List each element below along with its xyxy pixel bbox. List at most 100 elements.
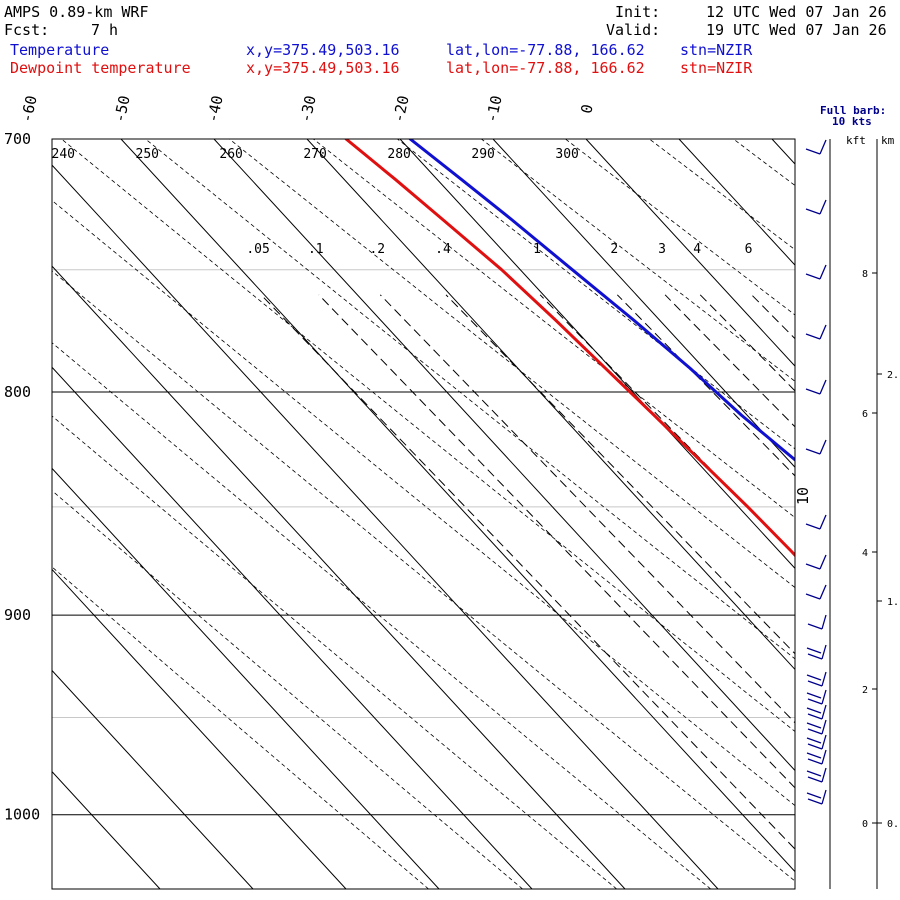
isotherm-line: [678, 139, 795, 266]
wind-panel-km-label: km: [881, 134, 895, 147]
mixing-ratio-line: [751, 294, 795, 340]
wind-panel-kft-label: kft: [846, 134, 866, 147]
valid-label: Valid:: [606, 21, 661, 39]
temperature-tick-label: 0: [577, 103, 596, 116]
mixing-ratio-line: [445, 294, 795, 655]
km-tick-label: 1.: [887, 597, 899, 608]
wind-barb: [805, 439, 827, 455]
mixing-ratio-label: 2: [610, 242, 618, 257]
isotherm-line: [52, 568, 347, 889]
wind-panel-title-line2: 10 kts: [832, 115, 872, 128]
temperature-tick-label: -50: [110, 94, 133, 124]
temperature-tick-label: -40: [203, 94, 226, 124]
temperature-tick-label: -10: [482, 94, 505, 124]
dry-adiabat-line: [52, 342, 711, 889]
legend-temperature-xy: x,y=375.49,503.16: [246, 41, 400, 59]
mixing-ratio-line: [539, 294, 795, 557]
legend-temperature-name: Temperature: [10, 41, 110, 59]
kft-tick-label: 2: [862, 685, 868, 696]
temperature-tick-label: -20: [389, 94, 412, 124]
dry-adiabat-line: [229, 139, 795, 589]
model-title: AMPS 0.89-km WRF: [4, 3, 149, 21]
legend-dewpoint-xy: x,y=375.49,503.16: [246, 59, 400, 77]
legend-temperature-stn: stn=NZIR: [680, 41, 753, 59]
wind-barb: [805, 554, 827, 570]
kft-tick-label: 8: [862, 269, 868, 280]
init-label: Init:: [615, 3, 661, 21]
kft-tick-label: 0: [862, 819, 868, 830]
dry-adiabat-line: [52, 270, 795, 882]
wind-barb: [807, 614, 827, 630]
mixing-ratio-label: 3: [658, 242, 666, 257]
wind-barb: [805, 139, 827, 155]
wind-barb: [805, 584, 827, 600]
dry-adiabat-line: [397, 139, 795, 450]
wind-barb: [806, 644, 827, 660]
pressure-tick-label: 800: [4, 383, 31, 401]
isotherm-line: [585, 139, 795, 367]
dry-adiabat-line: [61, 139, 795, 733]
plot-frame: [51, 138, 796, 890]
isotherm-line: [120, 139, 795, 873]
mixing-ratio-label: .05: [246, 242, 269, 257]
mixing-ratio-label: .2: [369, 242, 385, 257]
dry-adiabat-line: [733, 139, 795, 186]
dry-adiabat-label: 300: [555, 147, 578, 162]
dry-adiabat-label: 270: [303, 147, 326, 162]
wind-barb: [806, 734, 827, 750]
init-value: 12 UTC Wed 07 Jan 26: [706, 3, 887, 21]
wind-panel-title-line1: Full barb:: [820, 104, 886, 117]
dry-adiabat-line: [52, 415, 617, 889]
mixing-ratio-line: [379, 294, 795, 724]
dry-adiabat-line: [52, 566, 429, 889]
dry-adiabat-line: [52, 490, 523, 889]
wind-barb: [805, 199, 827, 215]
series-line-dewpoint: [344, 139, 795, 558]
dry-adiabat-label: 240: [52, 147, 75, 162]
isotherm-line: [52, 770, 161, 889]
isotherm-line: [52, 366, 533, 889]
wind-barb: [806, 749, 827, 765]
isotherm-line: [865, 139, 900, 889]
wind-barb: [806, 671, 827, 687]
valid-value: 19 UTC Wed 07 Jan 26: [706, 21, 887, 39]
wind-barb: [806, 704, 827, 720]
isotherm-line: [213, 139, 795, 772]
isotherm-line: [399, 139, 795, 570]
pressure-tick-label: 900: [4, 606, 31, 624]
mixing-ratio-label: .4: [435, 242, 451, 257]
mixing-ratio-line: [616, 294, 795, 477]
wind-barb: [805, 264, 827, 280]
fcst-value: 7 h: [91, 21, 119, 39]
dry-adiabat-line: [481, 139, 795, 382]
wind-barb: [806, 767, 827, 783]
mixing-ratio-line: [318, 294, 795, 789]
isotherm-line: [52, 467, 440, 889]
wind-barb: [806, 719, 827, 735]
legend-dewpoint-name: Dewpoint temperature: [10, 59, 191, 77]
dry-adiabat-label: 260: [219, 147, 242, 162]
temperature-tick-label: -30: [296, 94, 319, 124]
fcst-label: Fcst:: [4, 21, 50, 39]
series-line-temperature: [408, 139, 795, 462]
temperature-tick-label: -60: [17, 94, 40, 124]
mixing-ratio-line: [260, 294, 795, 850]
wind-barb: [805, 379, 827, 395]
wind-panel-side-label: 10: [794, 487, 812, 505]
wind-barb: [805, 324, 827, 340]
isotherm-line: [771, 139, 795, 165]
isotherm-line: [306, 139, 795, 671]
dry-adiabat-label: 250: [136, 147, 159, 162]
mixing-ratio-label: 4: [693, 242, 701, 257]
dry-adiabat-line: [649, 139, 795, 251]
pressure-tick-label: 700: [4, 130, 31, 148]
mixing-ratio-label: 1: [533, 242, 541, 257]
legend-dewpoint-stn: stn=NZIR: [680, 59, 753, 77]
dry-adiabat-line: [565, 139, 795, 316]
mixing-ratio-label: 6: [745, 242, 753, 257]
km-tick-label: 0.: [887, 819, 899, 830]
dry-adiabat-line: [313, 139, 795, 519]
dry-adiabat-label: 280: [387, 147, 410, 162]
wind-barb: [806, 689, 827, 705]
